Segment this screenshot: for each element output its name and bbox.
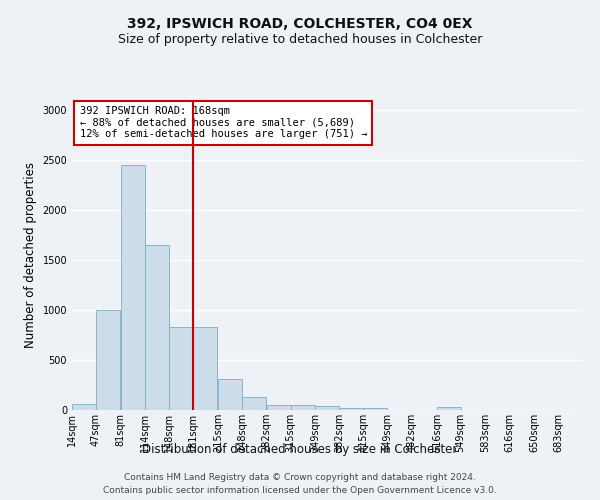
Bar [290,405,314,410]
Text: Contains HM Land Registry data © Crown copyright and database right 2024.: Contains HM Land Registry data © Crown c… [124,472,476,482]
Text: Contains public sector information licensed under the Open Government Licence v3: Contains public sector information licen… [103,486,497,495]
Text: Size of property relative to detached houses in Colchester: Size of property relative to detached ho… [118,32,482,46]
Bar [437,407,461,410]
Bar [340,408,364,410]
Text: 392, IPSWICH ROAD, COLCHESTER, CO4 0EX: 392, IPSWICH ROAD, COLCHESTER, CO4 0EX [127,18,473,32]
Bar [218,379,242,410]
Bar [364,408,387,410]
Text: Distribution of detached houses by size in Colchester: Distribution of detached houses by size … [142,442,458,456]
Bar [145,245,169,410]
Bar [316,406,340,410]
Bar [121,165,145,410]
Bar [96,310,120,410]
Bar [267,404,290,410]
Bar [72,404,96,410]
Y-axis label: Number of detached properties: Number of detached properties [24,162,37,348]
Bar [193,327,217,410]
Bar [169,327,193,410]
Bar [242,397,266,410]
Text: 392 IPSWICH ROAD: 168sqm
← 88% of detached houses are smaller (5,689)
12% of sem: 392 IPSWICH ROAD: 168sqm ← 88% of detach… [80,106,367,140]
